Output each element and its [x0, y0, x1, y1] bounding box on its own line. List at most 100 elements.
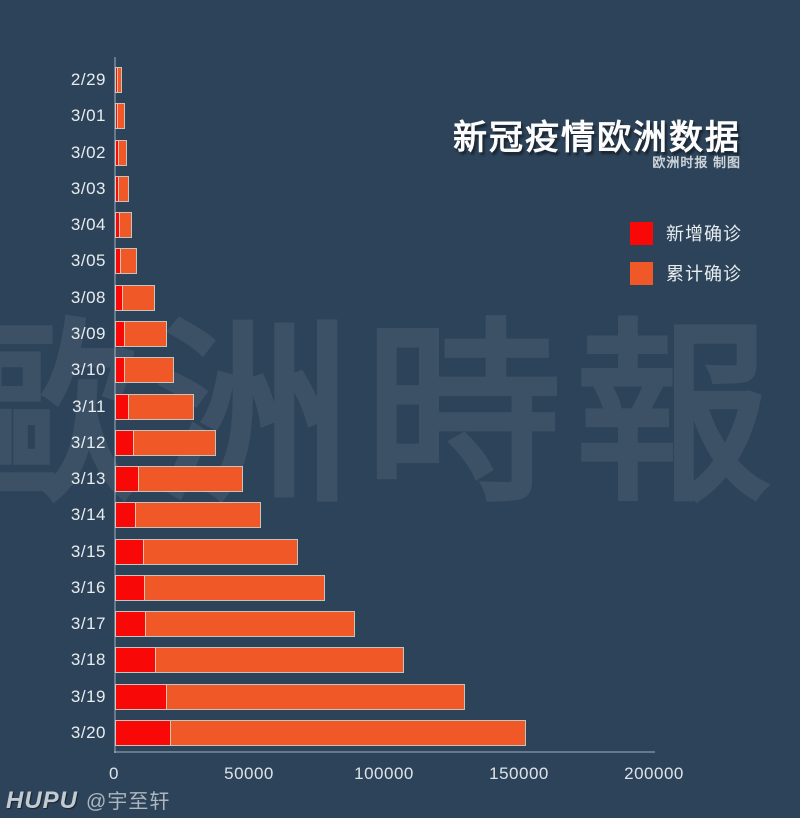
legend-item-cumulative-cases: 累计确诊: [630, 261, 742, 285]
bar-group: [115, 502, 261, 529]
x-tick-label: 200000: [624, 764, 684, 783]
bar-group: [115, 320, 168, 347]
bar-segment-new: [116, 213, 119, 238]
bar-segment-new: [116, 648, 155, 673]
bar-segment-new: [116, 394, 128, 419]
chart-row: 3/09: [0, 320, 800, 347]
bar-segment-new: [116, 612, 146, 637]
bar-segment-cumulative: [165, 684, 465, 709]
chart-row: 3/19: [0, 683, 800, 710]
bar-segment-new: [116, 721, 170, 746]
bar-group: [115, 248, 137, 275]
bar-segment-cumulative: [123, 321, 167, 346]
chart-row: 3/16: [0, 574, 800, 601]
legend-swatch-cumulative-icon: [630, 261, 653, 285]
chart-subtitle: 欧洲时报 制图: [652, 155, 741, 170]
date-label: 3/18: [70, 650, 106, 670]
bar-group: [115, 139, 127, 166]
chart-row: 3/18: [0, 647, 800, 674]
chart-row: 3/20: [0, 720, 800, 747]
bar-segment-cumulative: [119, 249, 136, 274]
date-label: 3/03: [70, 178, 106, 198]
chart-row: 3/10: [0, 357, 800, 384]
bar-group: [115, 357, 175, 384]
bar-segment-new: [116, 285, 122, 310]
bar-group: [115, 683, 466, 710]
date-label: 3/19: [70, 686, 106, 706]
chart-row: 3/05: [0, 248, 800, 275]
bar-group: [115, 393, 195, 420]
chart-title: 新冠疫情欧洲数据: [453, 119, 741, 157]
bar-segment-cumulative: [134, 503, 260, 528]
bar-segment-cumulative: [118, 176, 128, 201]
date-label: 2/29: [70, 70, 106, 89]
date-label: 3/16: [70, 577, 106, 597]
bar-segment-cumulative: [169, 721, 526, 746]
date-label: 3/09: [70, 323, 106, 343]
legend-label-cumulative: 累计确诊: [666, 264, 742, 284]
bar-segment-cumulative: [145, 612, 355, 637]
chart-row: 3/12: [0, 429, 800, 456]
bar-segment-cumulative: [138, 467, 243, 492]
chart-row: 3/02: [0, 139, 800, 166]
chart-row: 3/03: [0, 175, 800, 202]
author-handle: @宇至轩: [86, 791, 171, 813]
date-label: 3/08: [70, 287, 106, 307]
bar-segment-new: [116, 575, 144, 600]
chart-row: 3/04: [0, 212, 800, 239]
chart-row: 3/11: [0, 393, 800, 420]
bar-segment-new: [116, 430, 133, 455]
bar-group: [115, 611, 356, 638]
bar-segment-new: [116, 684, 166, 709]
bar-segment-new: [116, 176, 119, 201]
bar-segment-cumulative: [133, 430, 215, 455]
bar-group: [115, 466, 244, 493]
chart-row: 3/08: [0, 284, 800, 311]
bar-segment-new: [116, 140, 118, 165]
date-label: 3/11: [72, 396, 106, 416]
bar-segment-cumulative: [116, 68, 122, 92]
footer-watermark: HUPU @宇至轩: [6, 785, 170, 815]
bar-segment-new: [116, 358, 125, 383]
legend-item-new-cases: 新增确诊: [630, 221, 742, 245]
bar-segment-cumulative: [117, 140, 126, 165]
chart-row: 3/14: [0, 502, 800, 529]
bar-group: [115, 67, 123, 93]
bar-group: [115, 212, 132, 239]
chart-row: 3/15: [0, 538, 800, 565]
bar-segment-new: [116, 249, 120, 274]
bar-group: [115, 720, 527, 747]
x-tick-label: 150000: [489, 764, 549, 783]
x-tick-label: 50000: [224, 764, 274, 783]
bar-segment-new: [116, 503, 135, 528]
bar-group: [115, 284, 155, 311]
bar-segment-new: [116, 321, 124, 346]
date-label: 3/10: [70, 360, 106, 380]
bar-group: [115, 103, 126, 130]
legend: 新增确诊 累计确诊: [630, 221, 742, 285]
chart-row: 2/29: [0, 67, 800, 93]
bar-group: [115, 538, 298, 565]
legend-label-new: 新增确诊: [666, 224, 742, 244]
chart-row: 3/01: [0, 103, 800, 130]
date-label: 3/15: [70, 541, 106, 561]
bar-group: [115, 574, 325, 601]
bar-segment-cumulative: [124, 358, 174, 383]
bar-segment-new: [116, 467, 139, 492]
date-label: 3/04: [70, 215, 106, 235]
bar-group: [115, 429, 216, 456]
bar-segment-cumulative: [154, 648, 403, 673]
date-label: 3/17: [70, 614, 106, 634]
bar-segment-new: [116, 539, 143, 564]
bar-segment-cumulative: [121, 285, 154, 310]
date-label: 3/05: [70, 251, 106, 271]
bar-segment-cumulative: [117, 104, 125, 129]
bar-segment-cumulative: [143, 575, 324, 600]
bar-segment-cumulative: [143, 539, 297, 564]
bar-segment-cumulative: [127, 394, 194, 419]
date-label: 3/14: [70, 505, 106, 525]
date-label: 3/12: [70, 432, 106, 452]
legend-swatch-new-icon: [630, 221, 653, 245]
chart-row: 3/17: [0, 611, 800, 638]
